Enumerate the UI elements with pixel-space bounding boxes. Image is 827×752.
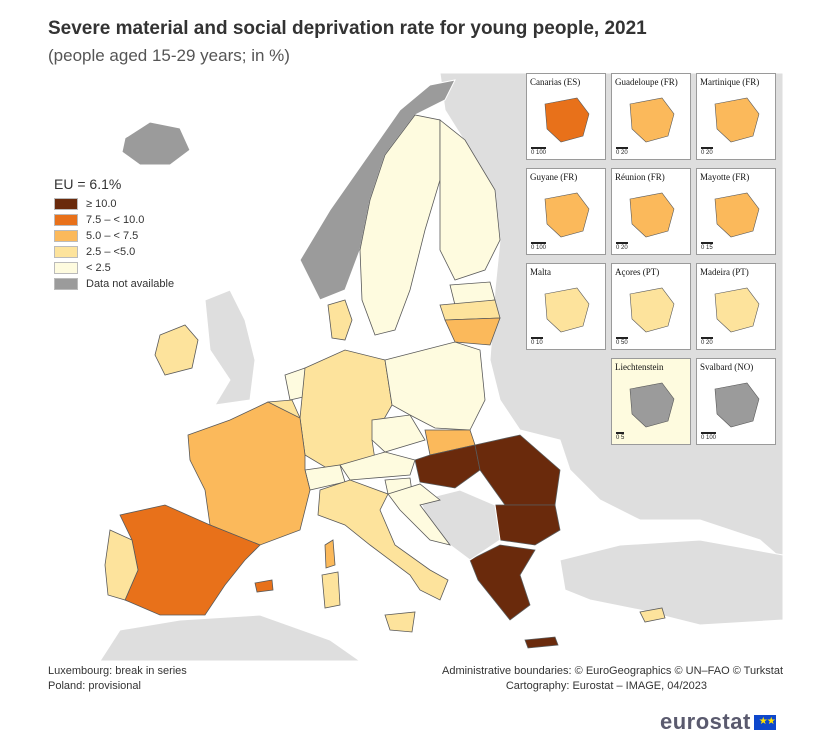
legend-swatch [54, 262, 78, 274]
legend-item: 7.5 – < 10.0 [54, 212, 174, 228]
inset-scale: 0 100 [701, 432, 717, 441]
legend-item: < 2.5 [54, 260, 174, 276]
inset-panel: Canarias (ES) 0 100 [526, 73, 606, 160]
inset-panel: Mayotte (FR) 0 15 [696, 168, 776, 255]
inset-panel: Madeira (PT) 0 20 [696, 263, 776, 350]
inset-scale: 0 100 [531, 147, 547, 156]
chart-subtitle: (people aged 15-29 years; in %) [48, 46, 290, 65]
inset-shape [629, 97, 675, 143]
eu-flag-icon: ★★ [753, 714, 776, 730]
legend-swatch [54, 214, 78, 226]
legend-label: 7.5 – < 10.0 [86, 214, 145, 226]
legend-swatch [54, 230, 78, 242]
region-italy [317, 479, 449, 601]
region-sweden [359, 114, 441, 336]
inset-panel: Martinique (FR) 0 20 [696, 73, 776, 160]
inset-shape [544, 97, 590, 143]
inset-shape [629, 287, 675, 333]
inset-scale: 0 20 [701, 337, 713, 346]
map-legend: EU = 6.1% ≥ 10.0 7.5 – < 10.0 5.0 – < 7.5 2… [54, 176, 174, 292]
inset-panel: Açores (PT) 0 50 [611, 263, 691, 350]
region-north-africa [99, 614, 361, 661]
inset-scale: 0 100 [531, 242, 547, 251]
inset-shape [714, 287, 760, 333]
eu-average-label: EU = 6.1% [54, 176, 122, 192]
legend-item: 5.0 – < 7.5 [54, 228, 174, 244]
legend-label: 5.0 – < 7.5 [86, 230, 139, 242]
inset-shape [714, 97, 760, 143]
region-czechia [371, 414, 426, 453]
legend-swatch [54, 246, 78, 258]
region-lithuania [444, 317, 501, 346]
region-turkey [559, 539, 783, 626]
footnote-luxembourg: Luxembourg: break in series [48, 665, 187, 677]
inset-scale: 0 20 [701, 147, 713, 156]
legend-label: Data not available [86, 278, 175, 290]
region-greece [469, 544, 536, 621]
inset-label: Canarias (ES) [530, 77, 581, 87]
region-sicily [384, 611, 416, 633]
inset-shape [544, 192, 590, 238]
logo-text: eurostat [660, 709, 751, 734]
region-norway [299, 79, 456, 301]
region-sardinia [321, 571, 341, 609]
inset-label: Mayotte (FR) [700, 172, 750, 182]
region-cyprus [639, 607, 666, 623]
region-ireland [154, 324, 199, 376]
legend-label: 2.5 – <5.0 [86, 246, 136, 258]
region-portugal [104, 529, 139, 601]
region-iceland [121, 121, 191, 166]
inset-panel: Malta 0 10 [526, 263, 606, 350]
legend-swatch [54, 198, 78, 210]
region-uk [204, 289, 256, 406]
inset-panel: Guadeloupe (FR) 0 20 [611, 73, 691, 160]
inset-scale: 0 20 [616, 242, 628, 251]
region-croatia [387, 483, 451, 546]
footnote-poland: Poland: provisional [48, 680, 141, 692]
inset-label: Réunion (FR) [615, 172, 665, 182]
inset-scale: 0 15 [701, 242, 713, 251]
region-austria [339, 451, 416, 481]
legend-label: < 2.5 [86, 262, 111, 274]
legend-item: 2.5 – <5.0 [54, 244, 174, 260]
inset-scale: 0 50 [616, 337, 628, 346]
inset-scale: 0 5 [616, 432, 625, 441]
legend-label: ≥ 10.0 [86, 198, 117, 210]
inset-panel: Svalbard (NO) 0 100 [696, 358, 776, 445]
inset-shape [544, 287, 590, 333]
inset-label: Açores (PT) [615, 267, 660, 277]
inset-shape [714, 192, 760, 238]
inset-shape [714, 382, 760, 428]
inset-label: Svalbard (NO) [700, 362, 754, 372]
chart-title: Severe material and social deprivation r… [48, 18, 647, 39]
inset-shape [629, 382, 675, 428]
region-finland [439, 119, 501, 281]
legend-swatch [54, 278, 78, 290]
region-denmark [327, 299, 353, 341]
region-balearics [254, 579, 274, 593]
footnote-boundaries: Administrative boundaries: © EuroGeograp… [441, 665, 783, 677]
inset-label: Malta [530, 267, 551, 277]
region-crete [524, 636, 559, 649]
inset-label: Guadeloupe (FR) [615, 77, 678, 87]
inset-label: Liechtenstein [615, 362, 664, 372]
inset-shape [629, 192, 675, 238]
legend-item: ≥ 10.0 [54, 196, 174, 212]
inset-label: Martinique (FR) [700, 77, 760, 87]
eurostat-logo: eurostat ★★ [660, 709, 776, 735]
region-corsica [324, 539, 336, 569]
inset-scale: 0 20 [616, 147, 628, 156]
legend-item: Data not available [54, 276, 174, 292]
inset-scale: 0 10 [531, 337, 543, 346]
inset-panel: Liechtenstein 0 5 [611, 358, 691, 445]
inset-label: Guyane (FR) [530, 172, 578, 182]
region-france [187, 401, 311, 546]
inset-panel: Réunion (FR) 0 20 [611, 168, 691, 255]
inset-panels: Canarias (ES) 0 100 Guadeloupe (FR) 0 20 Mar… [526, 73, 781, 448]
footnote-cartography: Cartography: Eurostat – IMAGE, 04/2023 [505, 680, 707, 692]
inset-panel: Guyane (FR) 0 100 [526, 168, 606, 255]
inset-label: Madeira (PT) [700, 267, 749, 277]
